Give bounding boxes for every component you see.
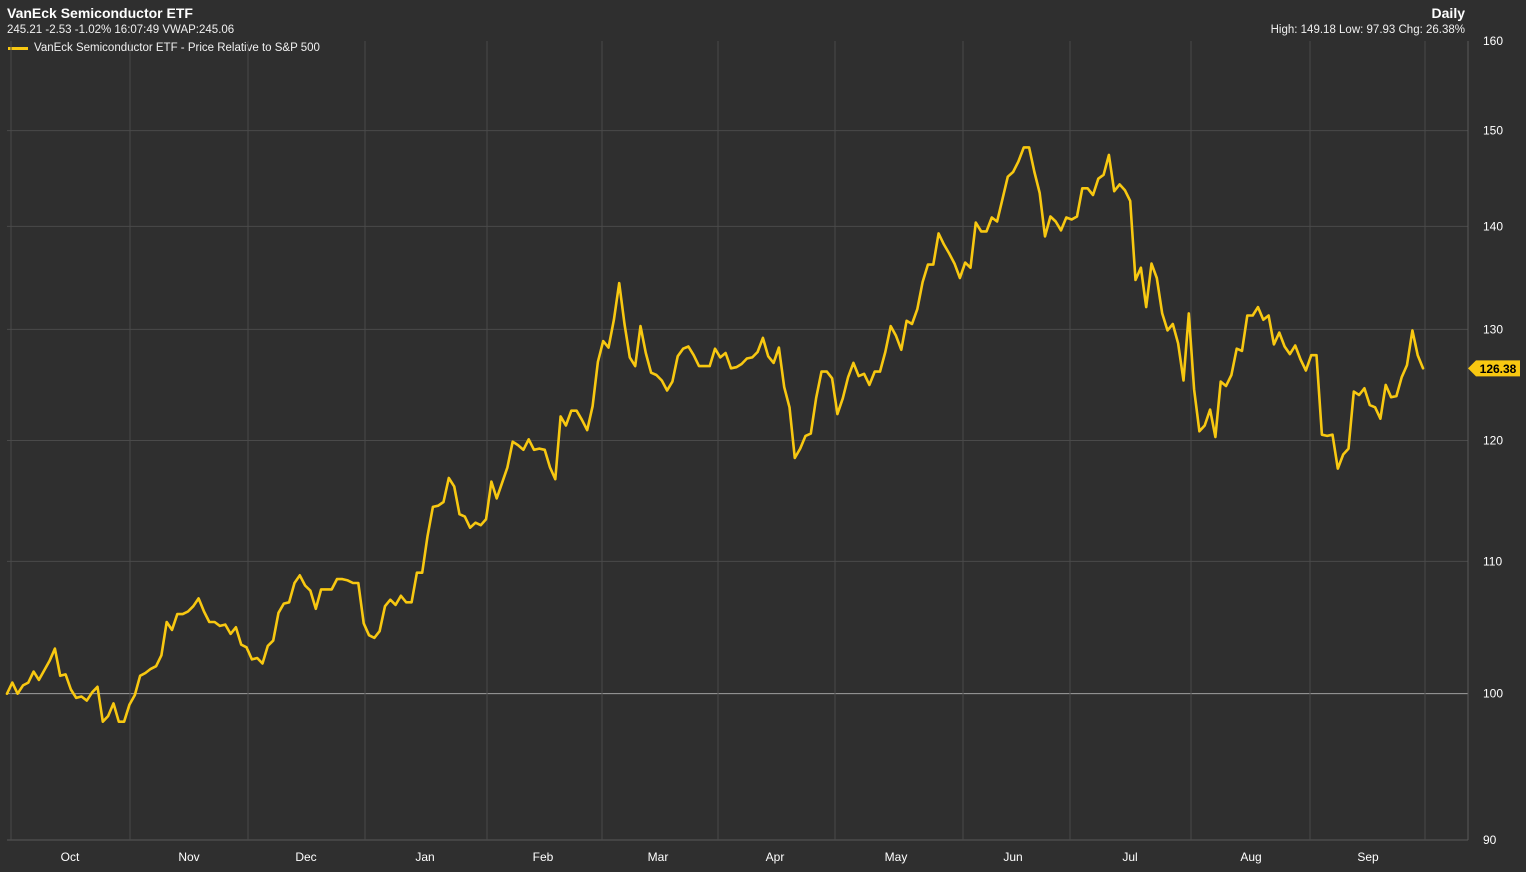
grid-layer	[7, 41, 1469, 841]
y-tick-label: 160	[1483, 34, 1503, 48]
quote-line: 245.21 -2.53 -1.02% 16:07:49 VWAP:245.06	[7, 24, 235, 36]
x-tick-label: Mar	[648, 850, 669, 864]
y-tick-label: 120	[1483, 434, 1503, 448]
series-layer	[5, 146, 1425, 723]
stats-line: High: 149.18 Low: 97.93 Chg: 26.38%	[1270, 24, 1465, 36]
x-tick-label: Jan	[415, 850, 434, 864]
y-tick-label: 90	[1483, 833, 1497, 847]
y-tick-label: 130	[1483, 322, 1503, 336]
chart-title: VanEck Semiconductor ETF	[7, 5, 193, 21]
x-tick-label: Sep	[1357, 850, 1379, 864]
x-tick-label: Oct	[61, 850, 80, 864]
x-tick-label: Nov	[178, 850, 199, 864]
x-tick-label: Jul	[1122, 850, 1137, 864]
legend-swatch	[8, 46, 28, 50]
y-tick-label: 100	[1483, 687, 1503, 701]
last-value-label: 126.38	[1480, 362, 1517, 376]
x-tick-label: Dec	[295, 850, 316, 864]
y-tick-label: 150	[1483, 124, 1503, 138]
y-tick-label: 140	[1483, 219, 1503, 233]
period-label[interactable]: Daily	[1431, 5, 1465, 21]
series-line[interactable]	[5, 146, 1425, 723]
y-tick-label: 110	[1483, 554, 1502, 568]
x-tick-label: May	[885, 850, 908, 864]
last-value-marker	[1468, 360, 1520, 377]
x-tick-label: Aug	[1240, 850, 1261, 864]
x-tick-label: Feb	[533, 850, 554, 864]
x-tick-label: Jun	[1003, 850, 1022, 864]
axis-layer: 90 100 110 120 130 140 150 160 Oct Nov Dec Jan Feb Ma…	[61, 34, 1520, 864]
x-tick-label: Apr	[766, 850, 785, 864]
